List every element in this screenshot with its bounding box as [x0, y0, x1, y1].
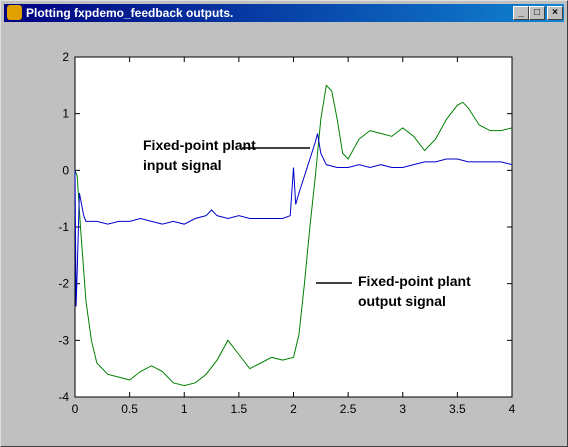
x-tick-label: 3 [399, 402, 406, 416]
series-line [74, 84, 513, 387]
plot-area [75, 57, 512, 397]
title-bar: Plotting fxpdemo_feedback outputs. _ □ × [4, 4, 564, 22]
y-tick-label: 2 [62, 50, 69, 64]
window-title: Plotting fxpdemo_feedback outputs. [26, 6, 234, 20]
x-tick-label: 2 [290, 402, 297, 416]
series-line [74, 133, 513, 307]
annotation-text: input signal [143, 157, 222, 173]
annotation-text: Fixed-point plant [143, 137, 256, 153]
y-tick-label: -1 [58, 220, 69, 234]
y-tick-label: -4 [58, 390, 69, 404]
x-tick-label: 1 [181, 402, 188, 416]
x-tick-label: 2.5 [340, 402, 357, 416]
x-tick-label: 0.5 [121, 402, 138, 416]
minimize-button[interactable]: _ [513, 6, 529, 20]
app-icon [7, 5, 22, 20]
x-tick-label: 3.5 [449, 402, 466, 416]
y-tick-label: 1 [62, 107, 69, 121]
annotation-text: output signal [358, 293, 446, 309]
y-tick-label: 0 [62, 163, 69, 177]
x-tick-label: 0 [72, 402, 79, 416]
y-tick-label: -3 [58, 333, 69, 347]
annotation-text: Fixed-point plant [358, 273, 471, 289]
x-tick-label: 1.5 [231, 402, 248, 416]
close-button[interactable]: × [547, 6, 563, 20]
y-tick-label: -2 [58, 277, 69, 291]
maximize-button[interactable]: □ [529, 6, 545, 20]
x-tick-label: 4 [509, 402, 516, 416]
